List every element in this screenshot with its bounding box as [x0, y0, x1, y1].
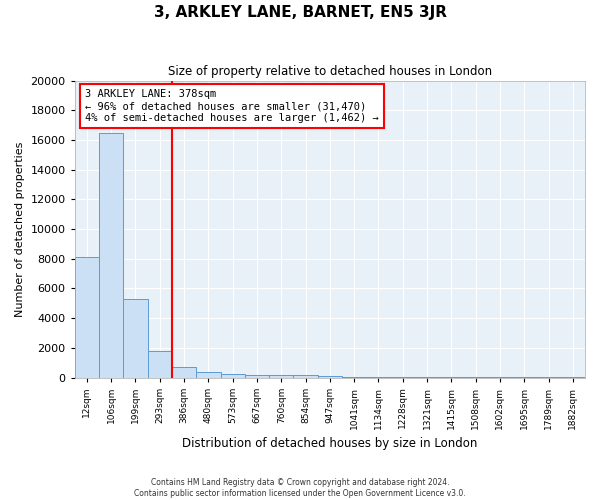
Bar [75, 257, 99, 378]
Bar [196, 372, 221, 378]
Text: 3 ARKLEY LANE: 378sqm
← 96% of detached houses are smaller (31,470)
4% of semi-d: 3 ARKLEY LANE: 378sqm ← 96% of detached … [85, 90, 379, 122]
Bar [148, 351, 172, 378]
Bar [172, 367, 196, 378]
Bar [221, 374, 245, 378]
Bar [124, 299, 148, 378]
Bar [318, 376, 342, 378]
Text: Contains HM Land Registry data © Crown copyright and database right 2024.
Contai: Contains HM Land Registry data © Crown c… [134, 478, 466, 498]
Bar [342, 377, 367, 378]
Y-axis label: Number of detached properties: Number of detached properties [15, 142, 25, 316]
Text: 3, ARKLEY LANE, BARNET, EN5 3JR: 3, ARKLEY LANE, BARNET, EN5 3JR [154, 5, 446, 20]
Title: Size of property relative to detached houses in London: Size of property relative to detached ho… [168, 65, 492, 78]
Bar [293, 376, 318, 378]
Bar [245, 374, 269, 378]
Bar [269, 376, 293, 378]
Bar [99, 132, 124, 378]
X-axis label: Distribution of detached houses by size in London: Distribution of detached houses by size … [182, 437, 478, 450]
